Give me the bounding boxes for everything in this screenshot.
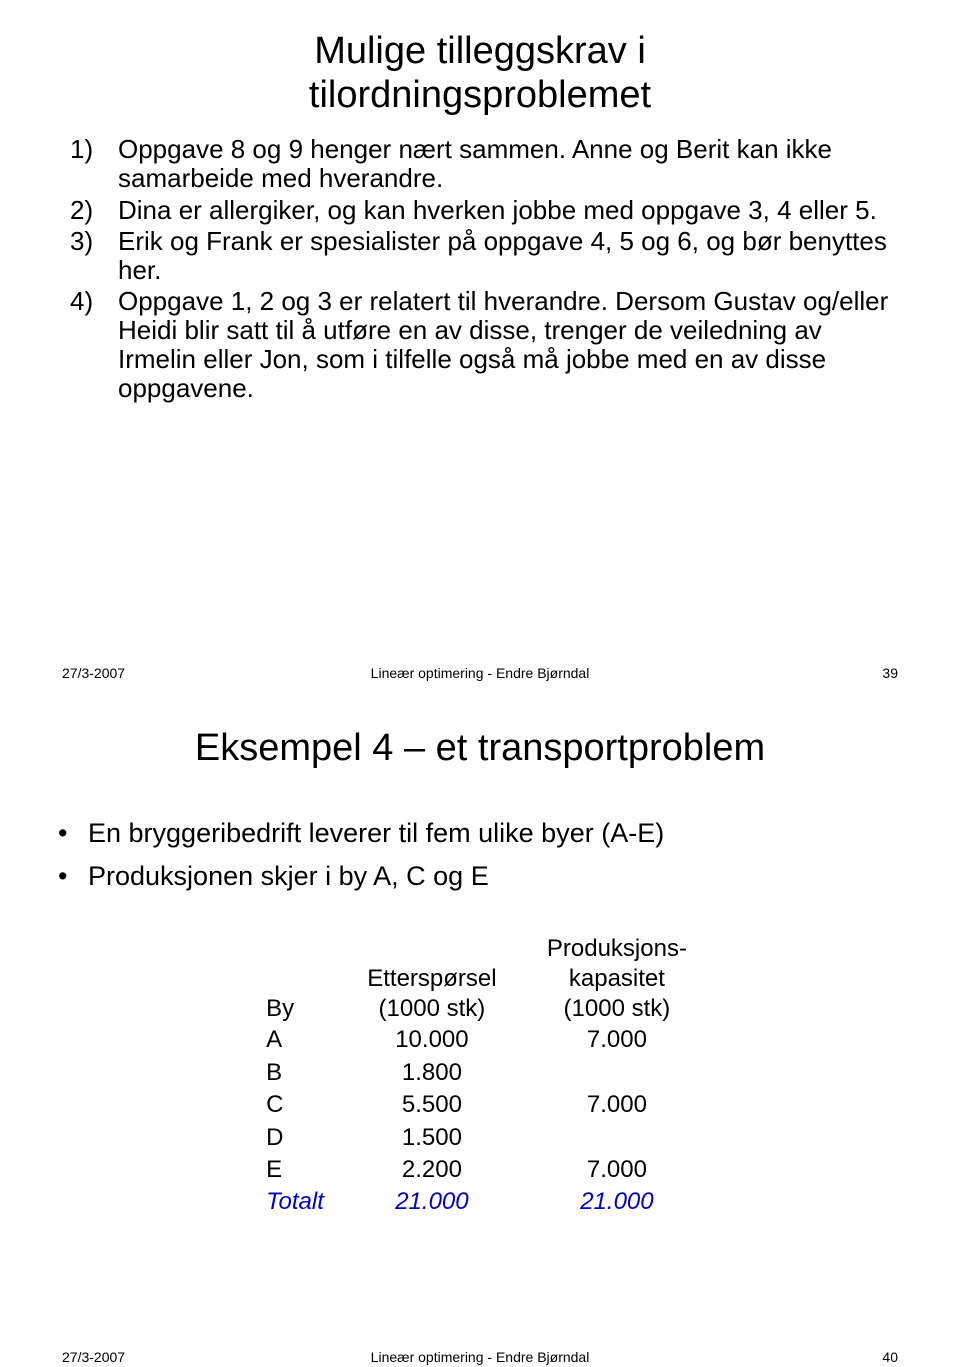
header-cap-l3: (1000 stk) xyxy=(564,995,671,1022)
slide-1: Mulige tilleggskrav i tilordningsproblem… xyxy=(0,0,960,683)
header-cap-l2: kapasitet xyxy=(569,965,665,992)
footer-page: 40 xyxy=(882,1349,898,1365)
table-row: D 1.500 xyxy=(248,1122,712,1154)
slide-1-title: Mulige tilleggskrav i tilordningsproblem… xyxy=(0,0,960,117)
cell-by: D xyxy=(248,1122,342,1154)
list-item: 4) Oppgave 1, 2 og 3 er relatert til hve… xyxy=(70,287,890,403)
list-text: Dina er allergiker, og kan hverken jobbe… xyxy=(118,196,890,225)
list-number: 2) xyxy=(70,196,118,225)
header-cap-l1: Produksjons- xyxy=(547,935,687,962)
cell-cap xyxy=(522,1057,712,1089)
title-line-2: tilordningsproblemet xyxy=(309,74,651,116)
bullet-item: • Produksjonen skjer i by A, C og E xyxy=(58,855,902,898)
header-demand-l1: Etterspørsel xyxy=(367,965,496,992)
list-item: 3) Erik og Frank er spesialister på oppg… xyxy=(70,227,890,285)
cell-cap xyxy=(522,1122,712,1154)
header-by-text: By xyxy=(266,995,294,1022)
table-row: E 2.200 7.000 xyxy=(248,1154,712,1186)
list-text: Erik og Frank er spesialister på oppgave… xyxy=(118,227,890,285)
footer-page: 39 xyxy=(882,665,898,681)
totals-cap: 21.000 xyxy=(522,1186,712,1218)
cell-by: E xyxy=(248,1154,342,1186)
list-number: 3) xyxy=(70,227,118,285)
list-number: 1) xyxy=(70,135,118,193)
data-table: By Etterspørsel (1000 stk) Produksjons- … xyxy=(248,934,712,1218)
cell-by: C xyxy=(248,1089,342,1121)
cell-cap: 7.000 xyxy=(522,1154,712,1186)
bullet-text: Produksjonen skjer i by A, C og E xyxy=(88,855,489,898)
bullet-icon: • xyxy=(58,812,88,855)
list-item: 2) Dina er allergiker, og kan hverken jo… xyxy=(70,196,890,225)
table-row: B 1.800 xyxy=(248,1057,712,1089)
table-row: C 5.500 7.000 xyxy=(248,1089,712,1121)
table-row: A 10.000 7.000 xyxy=(248,1024,712,1056)
cell-cap: 7.000 xyxy=(522,1024,712,1056)
header-demand-l2: (1000 stk) xyxy=(379,995,486,1022)
header-demand: Etterspørsel (1000 stk) xyxy=(342,934,522,1024)
table-wrap: By Etterspørsel (1000 stk) Produksjons- … xyxy=(0,934,960,1218)
cell-cap: 7.000 xyxy=(522,1089,712,1121)
title-line-1: Mulige tilleggskrav i xyxy=(314,30,646,72)
footer-center: Lineær optimering - Endre Bjørndal xyxy=(0,665,960,681)
totals-demand: 21.000 xyxy=(342,1186,522,1218)
totals-label: Totalt xyxy=(248,1186,342,1218)
totals-row: Totalt 21.000 21.000 xyxy=(248,1186,712,1218)
cell-demand: 1.800 xyxy=(342,1057,522,1089)
list-item: 1) Oppgave 8 og 9 henger nært sammen. An… xyxy=(70,135,890,193)
header-capacity: Produksjons- kapasitet (1000 stk) xyxy=(522,934,712,1024)
bullet-item: • En bryggeribedrift leverer til fem uli… xyxy=(58,812,902,855)
cell-by: A xyxy=(248,1024,342,1056)
cell-demand: 2.200 xyxy=(342,1154,522,1186)
numbered-list: 1) Oppgave 8 og 9 henger nært sammen. An… xyxy=(0,135,960,403)
list-number: 4) xyxy=(70,287,118,403)
bullet-icon: • xyxy=(58,855,88,898)
header-by: By xyxy=(248,934,342,1024)
footer-center: Lineær optimering - Endre Bjørndal xyxy=(0,1349,960,1365)
bullet-list: • En bryggeribedrift leverer til fem uli… xyxy=(0,812,960,898)
slide-2-title: Eksempel 4 – et transportproblem xyxy=(0,683,960,770)
table-header-row: By Etterspørsel (1000 stk) Produksjons- … xyxy=(248,934,712,1024)
cell-demand: 1.500 xyxy=(342,1122,522,1154)
slide-2: Eksempel 4 – et transportproblem • En br… xyxy=(0,683,960,1367)
bullet-text: En bryggeribedrift leverer til fem ulike… xyxy=(88,812,664,855)
cell-by: B xyxy=(248,1057,342,1089)
cell-demand: 10.000 xyxy=(342,1024,522,1056)
list-text: Oppgave 1, 2 og 3 er relatert til hveran… xyxy=(118,287,890,403)
list-text: Oppgave 8 og 9 henger nært sammen. Anne … xyxy=(118,135,890,193)
cell-demand: 5.500 xyxy=(342,1089,522,1121)
